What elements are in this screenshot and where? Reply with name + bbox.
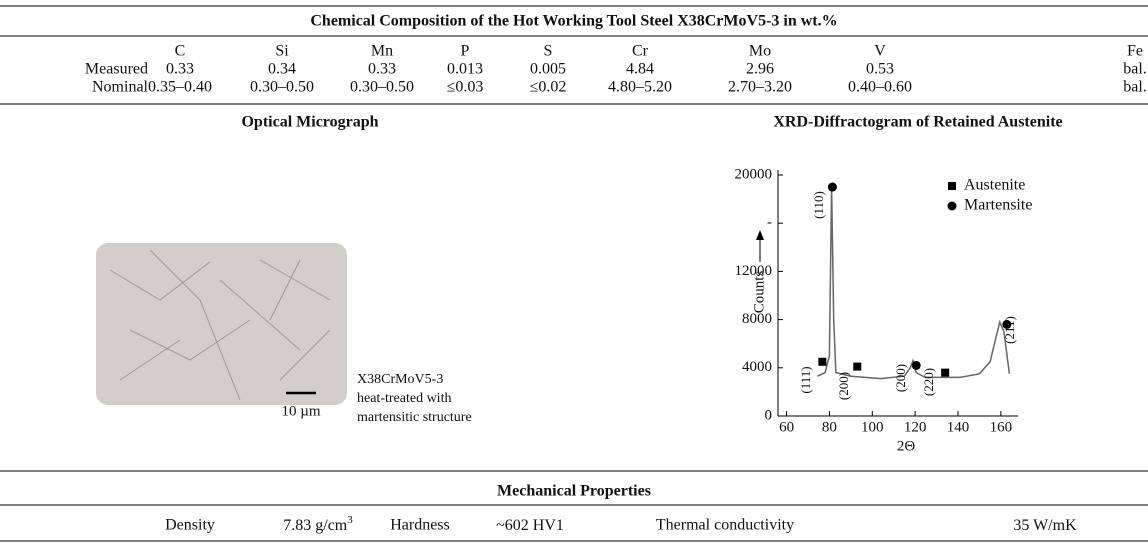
caption: X38CrMoV5-3 <box>357 372 443 387</box>
property-value: 7.83 g/cm <box>283 517 348 534</box>
marker-circle <box>947 201 957 211</box>
table-cell: 0.34 <box>268 61 296 78</box>
micrograph: 10 µm <box>96 243 347 419</box>
column-header: Si <box>275 43 289 60</box>
micrograph-texture <box>109 249 331 401</box>
marker-circle <box>911 360 921 370</box>
table-cell: 2.96 <box>746 61 774 78</box>
y-tick-label: 12000 <box>735 263 773 279</box>
y-axis-label: Counts <box>751 271 767 314</box>
column-header: P <box>461 43 470 60</box>
property-label: Density <box>165 517 215 534</box>
table-title: Chemical Composition of the Hot Working … <box>310 13 837 30</box>
y-tick-label: - <box>767 215 772 231</box>
column-header: Cr <box>632 43 649 60</box>
peak-label: (110) <box>811 191 826 219</box>
scale-bar-label: 10 µm <box>281 403 320 419</box>
table-cell: 0.30–0.50 <box>350 79 414 96</box>
marker-square <box>948 182 956 190</box>
table-cell: 0.40–0.60 <box>848 79 912 96</box>
diffractogram-line <box>817 187 1011 380</box>
legend-label: Austenite <box>964 177 1025 194</box>
marker-square <box>818 357 827 366</box>
x-axis-label: 2Θ <box>897 438 916 454</box>
peak-label: (200) <box>893 364 908 392</box>
table-cell: bal. <box>1123 61 1147 78</box>
column-header: Mo <box>749 43 771 60</box>
column-header: Fe <box>1127 43 1143 60</box>
superscript: 3 <box>347 514 353 526</box>
marker-square <box>853 362 862 371</box>
y-axis-arrow <box>756 230 764 262</box>
table-cell: 4.84 <box>626 61 654 78</box>
column-header: S <box>544 43 553 60</box>
property-label: Hardness <box>390 517 450 534</box>
y-tick-label: 4000 <box>742 359 772 375</box>
caption: martensitic structure <box>357 410 472 425</box>
x-tick-label: 120 <box>904 419 927 435</box>
table-cell: 0.33 <box>166 61 194 78</box>
row-label: Nominal <box>92 79 149 96</box>
y-tick-label: 8000 <box>742 311 772 327</box>
row-label: Measured <box>85 61 148 78</box>
x-tick-label: 60 <box>779 419 794 435</box>
property-label: Thermal conductivity <box>656 517 794 534</box>
section-heading: Optical Micrograph <box>241 114 378 131</box>
peak-label: (211) <box>1002 316 1017 344</box>
marker-circle <box>1002 319 1012 329</box>
table-cell: 0.013 <box>447 61 483 78</box>
property-value: ~602 HV1 <box>496 517 564 534</box>
x-tick-label: 160 <box>990 419 1013 435</box>
table-cell: ≤0.02 <box>530 79 567 96</box>
caption: heat-treated with <box>357 391 451 406</box>
table-cell: 0.33 <box>368 61 396 78</box>
x-tick-label: 140 <box>947 419 970 435</box>
table-cell: 2.70–3.20 <box>728 79 792 96</box>
peak-label: (200) <box>836 372 851 400</box>
peak-label: (220) <box>921 368 936 396</box>
section-heading: XRD-Diffractogram of Retained Austenite <box>773 114 1062 131</box>
property-value: 35 W/mK <box>1013 517 1077 534</box>
micrograph-image <box>96 243 347 405</box>
column-header: C <box>175 43 186 60</box>
legend-label: Martensite <box>964 197 1032 214</box>
marker-circle <box>827 182 837 192</box>
y-tick-label: 0 <box>765 407 773 423</box>
peak-label: (111) <box>798 366 813 393</box>
property-value: 7.83 g/cm3 <box>283 514 353 534</box>
table-cell: 0.30–0.50 <box>250 79 314 96</box>
table-cell: 0.35–0.40 <box>148 79 212 96</box>
section-heading: Mechanical Properties <box>497 483 651 500</box>
table-cell: 4.80–5.20 <box>608 79 672 96</box>
y-tick-label: 20000 <box>735 166 773 182</box>
column-header: V <box>874 43 886 60</box>
table-cell: bal. <box>1123 79 1147 96</box>
x-tick-label: 80 <box>822 419 837 435</box>
table-cell: ≤0.03 <box>447 79 484 96</box>
property-value: ~602 HV1 <box>496 517 564 534</box>
column-header: Mn <box>371 43 393 60</box>
marker-square <box>941 368 950 377</box>
x-tick-label: 100 <box>861 419 884 435</box>
table-cell: 0.005 <box>530 61 566 78</box>
property-value: 35 W/mK <box>1013 517 1077 534</box>
table-cell: 0.53 <box>866 61 894 78</box>
arrow-head <box>756 230 764 240</box>
